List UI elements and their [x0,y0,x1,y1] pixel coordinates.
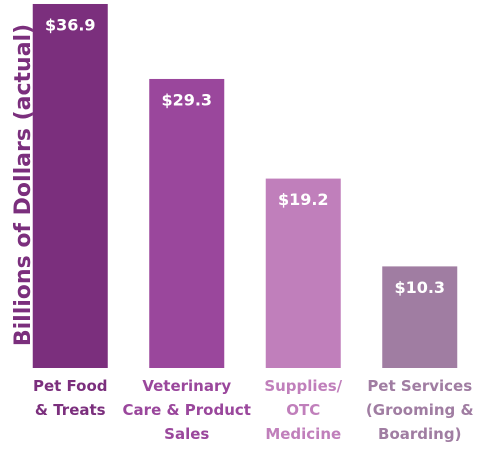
y-axis-label: Billions of Dollars (actual) [11,24,36,346]
x-tick-label: Pet Services (Grooming & Boarding) [365,377,474,443]
x-tick-label: Veterinary Care & Product Sales [122,377,251,443]
value-label: $19.2 [278,190,329,209]
bar [149,78,225,368]
value-label: $29.3 [161,90,212,109]
x-tick-label: Pet Food & Treats [32,377,108,419]
value-label: $10.3 [394,278,445,297]
value-label: $36.9 [45,15,96,34]
x-tick-label: Supplies/ OTC Medicine [264,377,343,443]
bar [382,266,458,368]
bar [265,178,341,368]
bar [32,3,108,369]
